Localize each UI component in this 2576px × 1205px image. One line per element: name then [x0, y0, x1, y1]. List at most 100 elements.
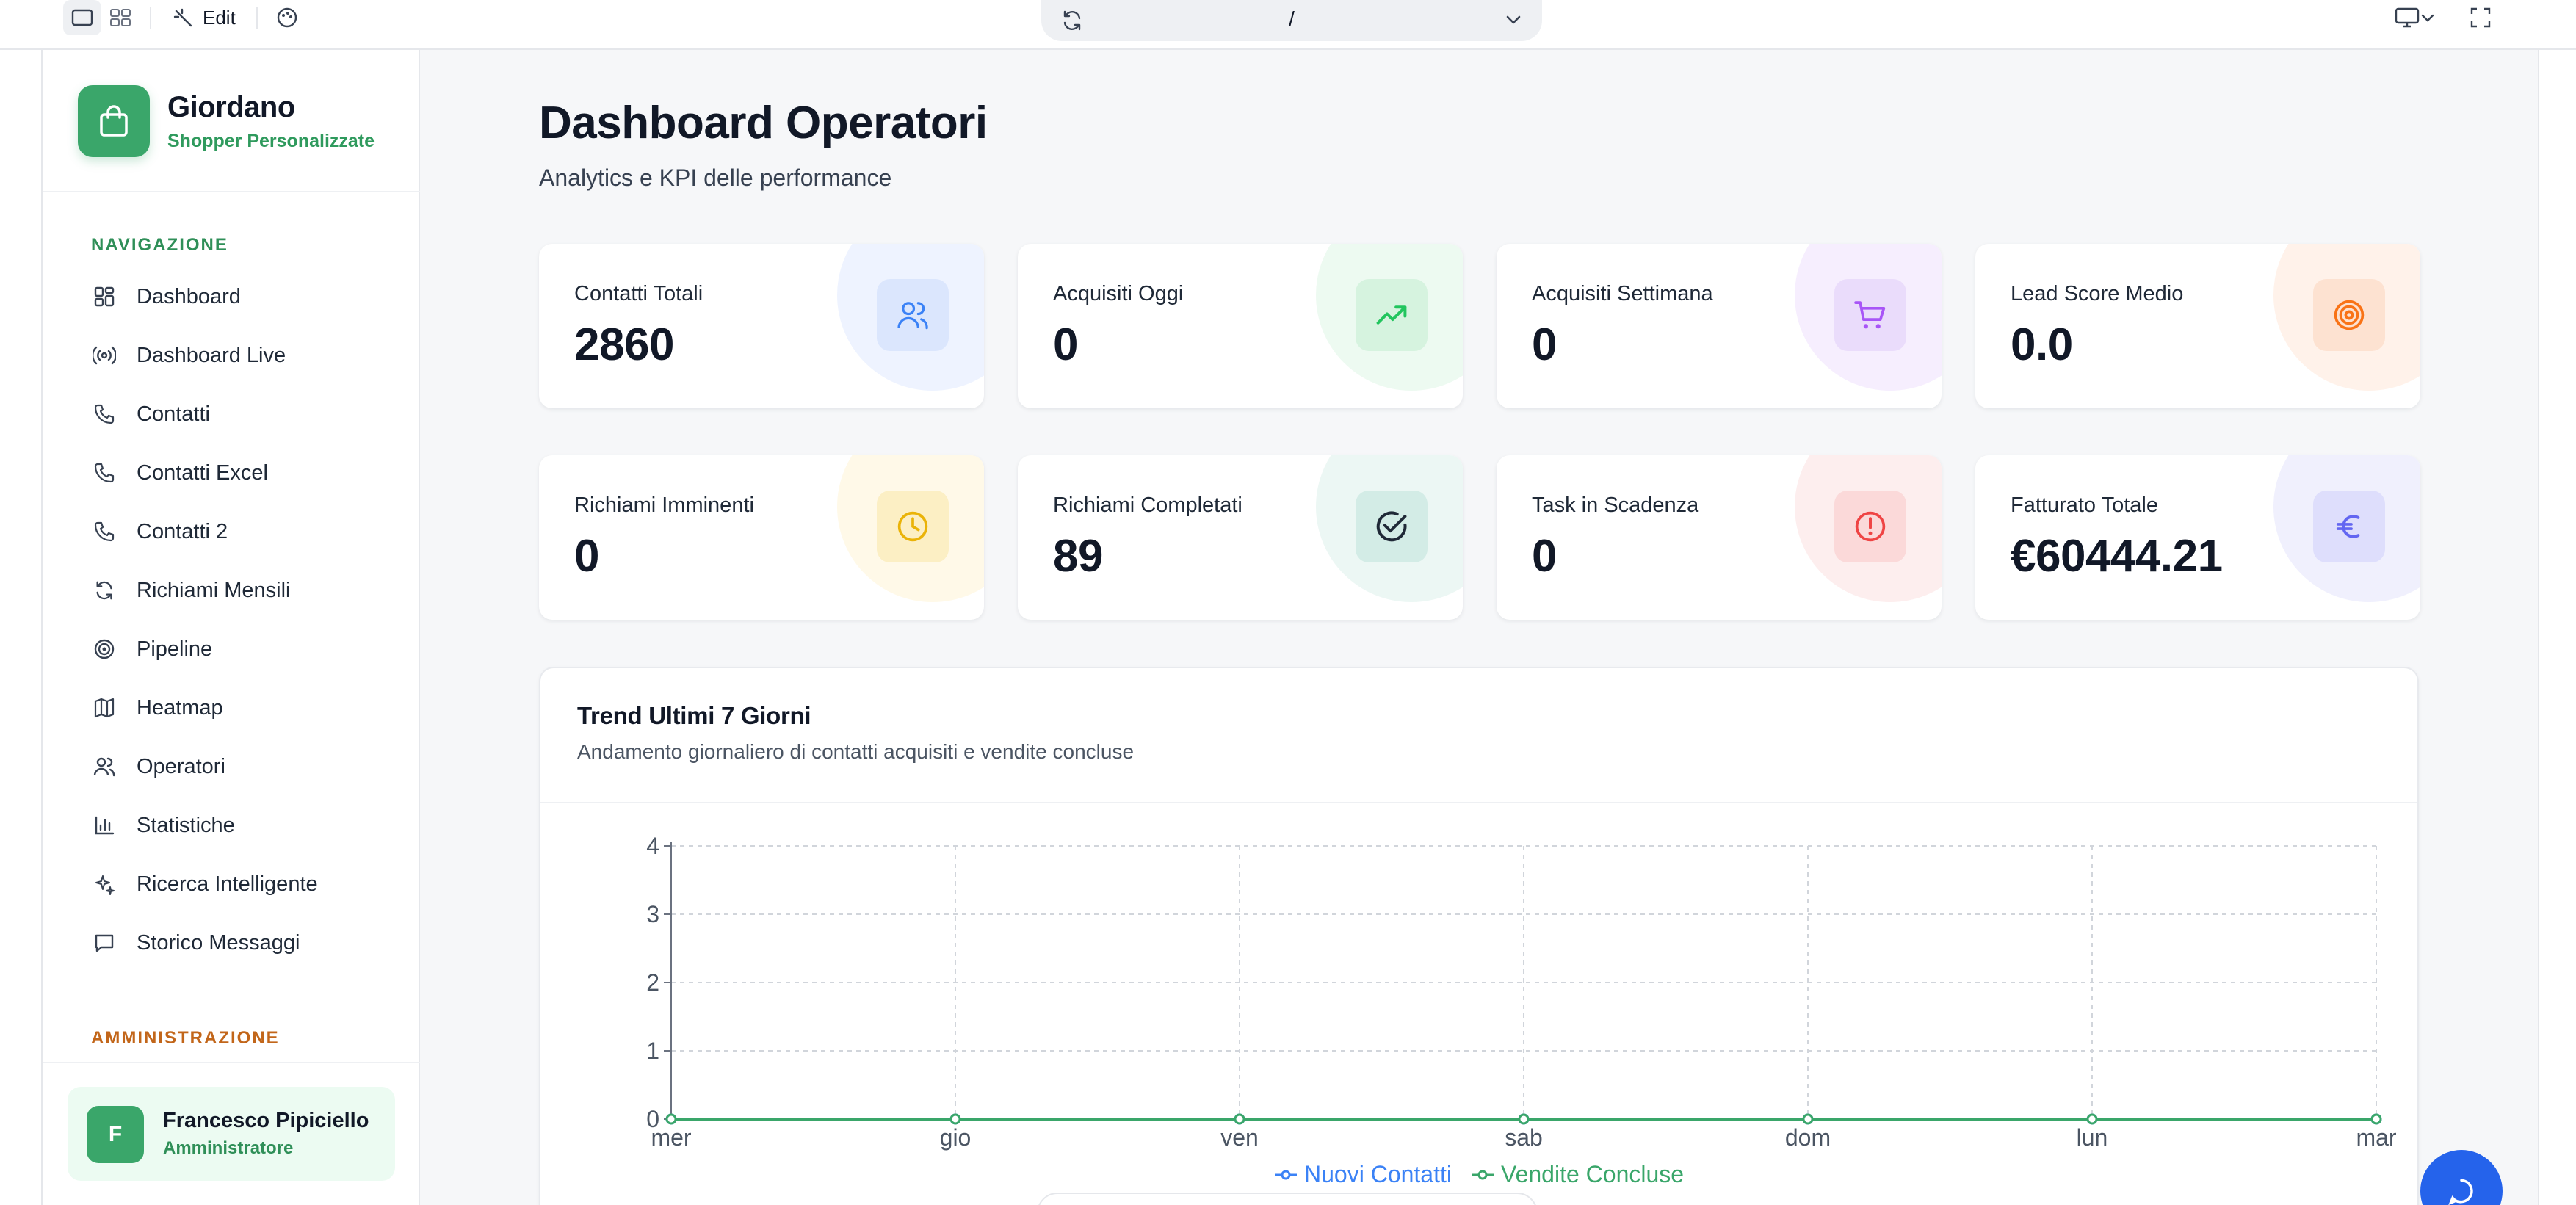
target-icon	[2334, 300, 2365, 330]
kpi-label: Richiami Imminenti	[574, 493, 754, 517]
kpi-value: 0	[1532, 319, 1557, 370]
chevron-down-icon[interactable]	[1504, 10, 1523, 29]
sidebar-item-label: Pipeline	[137, 637, 213, 661]
trending-up-icon	[1376, 305, 1407, 325]
sidebar-item-label: Contatti Excel	[137, 460, 268, 485]
x-tick-label: dom	[1785, 1124, 1831, 1151]
url-path: /	[1289, 7, 1295, 30]
kpi-label: Fatturato Totale	[2011, 493, 2158, 517]
map-icon	[91, 695, 117, 721]
kpi-value: 2860	[574, 319, 674, 370]
legend-label: Vendite Concluse	[1501, 1161, 1684, 1187]
users-icon	[91, 753, 117, 780]
y-tick-label: 4	[646, 833, 659, 859]
sidebar-item-operatori[interactable]: Operatori	[91, 737, 399, 796]
data-point	[1234, 1113, 1245, 1125]
sidebar-item-ricerca-intelligente[interactable]: Ricerca Intelligente	[91, 855, 399, 913]
kpi-label: Acquisiti Oggi	[1053, 282, 1184, 305]
users-icon	[897, 302, 928, 330]
sidebar-item-contatti-excel[interactable]: Contatti Excel	[91, 444, 399, 502]
y-tick-label: 2	[646, 969, 659, 996]
phone-icon	[91, 518, 117, 545]
kpi-icon-box	[1834, 491, 1906, 562]
sidebar-item-statistiche[interactable]: Statistiche	[91, 796, 399, 855]
sidebar-item-contatti-2[interactable]: Contatti 2	[91, 502, 399, 561]
user-card[interactable]: F Francesco Pipiciello Amministratore	[68, 1087, 395, 1181]
palette-icon	[277, 7, 297, 28]
kpi-value: 0.0	[2011, 319, 2073, 370]
trend-chart-card: Trend Ultimi 7 Giorni Andamento giornali…	[539, 667, 2419, 1205]
kpi-card-task-in-scadenza: Task in Scadenza 0	[1497, 455, 1942, 620]
fullscreen-icon	[2470, 7, 2491, 28]
kpi-card-richiami-imminenti: Richiami Imminenti 0	[539, 455, 984, 620]
kpi-label: Acquisiti Settimana	[1532, 282, 1713, 305]
data-point	[949, 1113, 961, 1125]
check-circle-icon	[1376, 511, 1407, 542]
kpi-card-acquisiti-oggi: Acquisiti Oggi 0	[1018, 244, 1463, 408]
kpi-value: 0	[1053, 319, 1078, 370]
grid-icon	[110, 9, 131, 26]
clock-icon	[897, 511, 928, 542]
kpi-icon-box	[1356, 491, 1428, 562]
bar-chart-icon	[91, 812, 117, 839]
sidebar: Giordano Shopper Personalizzate NAVIGAZI…	[43, 50, 420, 1205]
edit-label: Edit	[203, 6, 236, 29]
kpi-card-richiami-completati: Richiami Completati 89	[1018, 455, 1463, 620]
sidebar-item-label: Statistiche	[137, 813, 235, 837]
toolbar-separator	[150, 7, 151, 29]
brand-subtitle: Shopper Personalizzate	[167, 131, 375, 151]
refresh-icon[interactable]	[1060, 9, 1084, 32]
sidebar-item-label: Dashboard Live	[137, 343, 286, 367]
theme-button[interactable]	[268, 0, 306, 35]
phone-icon	[91, 401, 117, 427]
x-tick-label: lun	[2077, 1124, 2108, 1151]
broadcast-icon	[91, 342, 117, 369]
edit-button[interactable]: Edit	[162, 7, 246, 29]
kpi-value: €60444.21	[2011, 531, 2223, 582]
grid-view-button[interactable]	[101, 0, 140, 35]
euro-icon	[2336, 515, 2360, 538]
sidebar-item-dashboard-live[interactable]: Dashboard Live	[91, 326, 399, 385]
chat-button[interactable]	[2420, 1150, 2503, 1205]
bottom-bar-partial	[1037, 1193, 1538, 1205]
sidebar-item-storico-messaggi[interactable]: Storico Messaggi	[91, 913, 399, 972]
fullscreen-button[interactable]	[2461, 0, 2500, 35]
page-subtitle: Analytics e KPI delle performance	[539, 164, 892, 191]
trend-line-chart: 0 1 2 3 4 mer gio ven sab dom lun mar Nuovi Contatti…	[646, 833, 2397, 1187]
brand-header: Giordano Shopper Personalizzate	[43, 50, 420, 192]
sidebar-item-pipeline[interactable]: Pipeline	[91, 620, 399, 679]
kpi-label: Task in Scadenza	[1532, 493, 1699, 517]
kpi-card-contatti-totali: Contatti Totali 2860	[539, 244, 984, 408]
sidebar-item-contatti[interactable]: Contatti	[91, 385, 399, 444]
kpi-card-acquisiti-settimana: Acquisiti Settimana 0	[1497, 244, 1942, 408]
nav-list: Dashboard Dashboard Live Contatti Contat…	[91, 267, 399, 972]
y-tick-label: 0	[646, 1106, 659, 1132]
kpi-label: Richiami Completati	[1053, 493, 1242, 517]
x-tick-label: gio	[940, 1124, 972, 1151]
chat-bubble-icon	[2448, 1179, 2473, 1205]
data-point	[2086, 1113, 2098, 1125]
shopping-bag-icon	[100, 105, 128, 137]
right-gutter	[2538, 50, 2576, 1205]
page-title: Dashboard Operatori	[539, 98, 988, 148]
device-select-button[interactable]	[2385, 0, 2445, 35]
x-tick-label: mar	[2356, 1124, 2396, 1151]
toolbar-right-group	[2385, 0, 2500, 35]
y-tick-label: 1	[646, 1038, 659, 1064]
sidebar-divider	[43, 1062, 420, 1063]
sidebar-item-heatmap[interactable]: Heatmap	[91, 679, 399, 737]
nav-heading: NAVIGAZIONE	[91, 235, 228, 255]
chevron-down-icon	[2421, 14, 2434, 22]
data-point	[1802, 1113, 1814, 1125]
kpi-value: 0	[574, 531, 599, 582]
sidebar-item-dashboard[interactable]: Dashboard	[91, 267, 399, 326]
single-view-button[interactable]	[63, 0, 101, 35]
sidebar-item-richiami-mensili[interactable]: Richiami Mensili	[91, 561, 399, 620]
message-icon	[91, 930, 117, 956]
url-bar[interactable]: /	[1041, 0, 1542, 41]
brand-logo[interactable]	[78, 85, 150, 157]
user-name: Francesco Pipiciello	[163, 1109, 369, 1132]
kpi-icon-box	[1834, 279, 1906, 351]
sidebar-item-label: Ricerca Intelligente	[137, 872, 318, 896]
sidebar-item-label: Operatori	[137, 754, 225, 778]
